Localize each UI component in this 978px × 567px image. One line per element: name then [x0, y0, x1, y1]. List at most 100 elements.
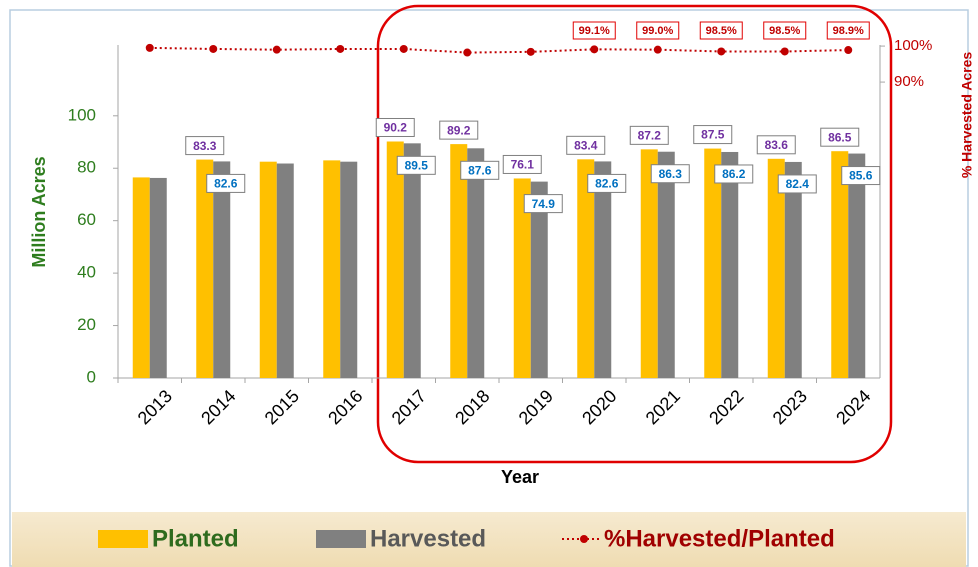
value-label-box	[841, 166, 881, 186]
point	[399, 44, 408, 53]
value-label-box	[523, 194, 563, 214]
bar	[704, 148, 722, 378]
value-label-box	[826, 21, 870, 40]
value-label: 86.3	[659, 167, 683, 181]
value-label: 82.4	[786, 177, 810, 191]
point	[780, 47, 789, 56]
point	[336, 44, 345, 53]
bar	[450, 144, 468, 378]
legend-label: Planted	[152, 525, 239, 552]
value-label-box	[636, 21, 680, 40]
value-label-box	[375, 117, 415, 137]
bar	[513, 178, 531, 378]
value-label: 86.5	[828, 130, 852, 144]
value-label: 89.2	[447, 123, 471, 137]
value-label-box	[566, 135, 606, 155]
y-tick-label: 80	[77, 158, 96, 177]
bar	[213, 161, 231, 378]
value-label: 83.4	[574, 138, 598, 152]
value-label-box	[756, 135, 796, 155]
value-label: 89.5	[405, 158, 429, 172]
bar	[340, 161, 358, 378]
value-label: 83.3	[193, 139, 217, 153]
bar	[577, 159, 595, 378]
y2-tick-label: 90%	[894, 73, 924, 90]
value-label-box	[693, 125, 733, 145]
value-label-box	[185, 136, 225, 156]
value-label-box	[699, 21, 743, 40]
value-label: 98.9%	[833, 25, 864, 37]
value-label: 86.2	[722, 167, 746, 181]
value-label-box	[650, 164, 690, 184]
value-label: 98.5%	[706, 25, 737, 37]
value-label-box	[763, 21, 807, 40]
value-label: 90.2	[384, 121, 408, 135]
value-label-box	[820, 127, 860, 147]
value-label-box	[777, 174, 817, 194]
bar	[467, 148, 485, 378]
frame	[9, 9, 969, 567]
value-label: 99.0%	[642, 25, 673, 37]
value-label-box	[714, 164, 754, 184]
bar	[721, 151, 739, 378]
value-label: 87.5	[701, 128, 725, 142]
legend-swatch	[98, 530, 148, 548]
point	[209, 44, 218, 53]
y2-tick-label: 100%	[894, 37, 932, 54]
legend-swatch	[580, 535, 588, 543]
point	[526, 47, 535, 56]
bar	[149, 177, 167, 378]
value-label-box	[587, 173, 627, 193]
legend-swatch	[316, 530, 366, 548]
value-label-box	[396, 155, 436, 175]
y-tick-label: 100	[68, 105, 96, 124]
value-label: 98.5%	[769, 25, 800, 37]
value-label: 82.6	[214, 177, 238, 191]
highlight	[376, 4, 893, 464]
value-label: 85.6	[849, 169, 873, 183]
legend-band	[12, 512, 966, 567]
bar	[530, 181, 548, 378]
value-label: 82.6	[595, 177, 619, 191]
value-label-box	[439, 120, 479, 140]
y-tick-label: 40	[77, 263, 96, 282]
y-axis-label: Million Acres	[29, 156, 49, 267]
y-tick-label: 60	[77, 210, 96, 229]
point	[145, 43, 154, 52]
bar	[403, 143, 421, 378]
bar	[657, 151, 675, 378]
bar	[196, 159, 214, 378]
point	[272, 45, 281, 54]
y-tick-label: 0	[87, 367, 96, 386]
value-label: 74.9	[532, 197, 556, 211]
legend-label: Harvested	[370, 525, 486, 552]
value-label-box	[629, 125, 669, 145]
bar	[132, 177, 150, 378]
bar	[323, 160, 341, 378]
line	[149, 46, 849, 54]
value-label-box	[206, 173, 246, 193]
value-label: 87.6	[468, 163, 492, 177]
point	[463, 48, 472, 57]
value-label-box	[502, 154, 542, 174]
point	[653, 45, 662, 54]
legend-label: %Harvested/Planted	[604, 525, 835, 552]
value-label: 99.1%	[579, 25, 610, 37]
value-label: 87.2	[638, 129, 662, 143]
bar	[784, 161, 802, 378]
point	[844, 46, 853, 55]
x-axis-label: Year	[501, 467, 539, 487]
bar	[259, 161, 277, 378]
bar	[831, 151, 849, 378]
bar	[848, 153, 866, 378]
value-label-box	[572, 21, 616, 40]
bar	[276, 163, 294, 378]
point	[717, 47, 726, 56]
value-label-box	[460, 160, 500, 180]
value-label: 76.1	[511, 158, 535, 172]
bar	[767, 158, 785, 378]
bar	[640, 149, 658, 378]
bar	[594, 161, 612, 378]
bar	[386, 141, 404, 378]
